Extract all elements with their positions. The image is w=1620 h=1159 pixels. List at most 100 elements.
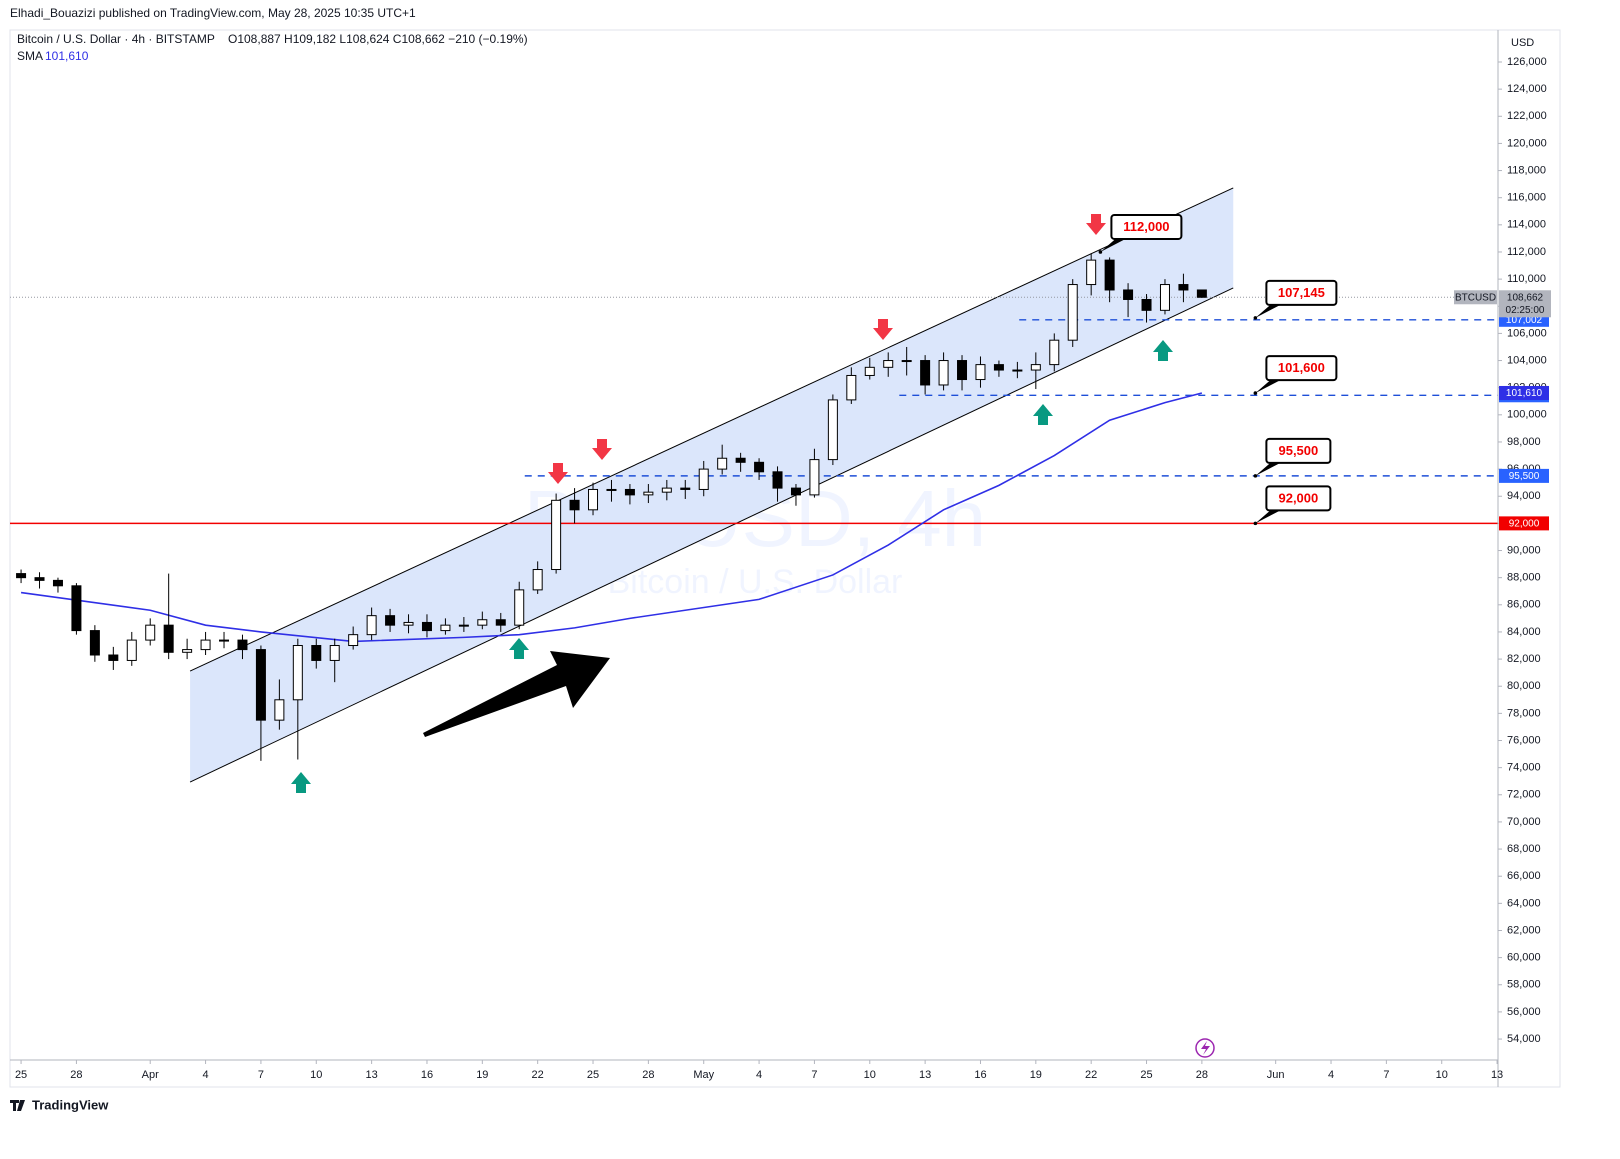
x-tick-label: 4 xyxy=(203,1069,209,1081)
candle-body xyxy=(901,360,912,363)
y-tick-label: 100,000 xyxy=(1507,409,1547,421)
x-tick-label: 13 xyxy=(919,1069,931,1081)
x-tick-label: 22 xyxy=(532,1069,544,1081)
x-tick-label: 7 xyxy=(1383,1069,1389,1081)
callout-pointer xyxy=(1255,304,1281,318)
y-tick-label: 86,000 xyxy=(1507,599,1541,611)
candle-body xyxy=(385,615,396,626)
callout-anchor xyxy=(1098,250,1103,254)
x-tick-label: 7 xyxy=(258,1069,264,1081)
candle-body xyxy=(458,624,469,627)
price-tag xyxy=(1499,290,1551,318)
candle-body xyxy=(1067,284,1078,341)
symbol-tag xyxy=(1454,290,1497,305)
price-tag-label: 101,610 xyxy=(1506,388,1543,399)
price-tag xyxy=(1499,385,1549,400)
callout-anchor xyxy=(1253,391,1258,395)
y-tick-label: 68,000 xyxy=(1507,843,1541,855)
brand: TradingView xyxy=(32,1097,109,1112)
watermark-subtitle: Bitcoin / U.S. Dollar xyxy=(608,563,903,601)
candle-body xyxy=(200,639,211,651)
candle-body xyxy=(182,649,193,653)
candle-body xyxy=(1049,339,1060,366)
candle-body xyxy=(680,487,691,490)
symbol-title: Bitcoin / U.S. Dollar · 4h · BITSTAMP xyxy=(17,32,215,46)
x-tick-label: 19 xyxy=(1030,1069,1042,1081)
y-tick-label: 126,000 xyxy=(1507,56,1547,68)
candle-body xyxy=(661,487,672,493)
candle-body xyxy=(1104,259,1115,291)
up-arrow xyxy=(509,638,529,659)
x-tick-label: 16 xyxy=(421,1069,433,1081)
candle-body xyxy=(108,654,119,661)
candle-body xyxy=(938,360,949,386)
y-tick-label: 90,000 xyxy=(1507,544,1541,556)
candle-body xyxy=(606,488,617,491)
y-tick-label: 120,000 xyxy=(1507,137,1547,149)
x-tick-label: 22 xyxy=(1085,1069,1097,1081)
callout-pointer xyxy=(1255,380,1281,394)
candle-body xyxy=(1196,289,1207,298)
y-tick-label: 88,000 xyxy=(1507,572,1541,584)
candle-body xyxy=(366,615,377,636)
up-arrow xyxy=(291,772,311,793)
price-tag-label: 92,000 xyxy=(1509,519,1540,530)
x-tick-label: 10 xyxy=(1436,1069,1448,1081)
callout-anchor xyxy=(1253,316,1258,320)
candle-body xyxy=(532,569,543,591)
y-tick-label: 76,000 xyxy=(1507,734,1541,746)
y-tick-label: 58,000 xyxy=(1507,979,1541,991)
candle-body xyxy=(1012,369,1023,372)
candle-body xyxy=(754,461,765,473)
price-tag-label: 95,500 xyxy=(1509,471,1540,482)
y-tick-label: 112,000 xyxy=(1507,246,1546,258)
price-tag xyxy=(1499,516,1549,531)
candle-body xyxy=(1141,298,1152,311)
candle-body xyxy=(145,624,156,641)
callout-box xyxy=(1265,485,1332,512)
down-arrow xyxy=(592,439,612,460)
candle-body xyxy=(975,364,986,381)
sma-name: SMA xyxy=(17,49,43,63)
callout-box xyxy=(1110,213,1183,240)
sma-value: 101,610 xyxy=(45,49,89,63)
candle-body xyxy=(403,621,414,626)
price-tag xyxy=(1499,468,1549,483)
callout-pointer xyxy=(1255,462,1281,476)
y-tick-label: 54,000 xyxy=(1507,1033,1541,1045)
x-tick-label: 28 xyxy=(642,1069,654,1081)
candle-body xyxy=(1086,259,1097,286)
candle-body xyxy=(920,360,931,386)
callout-label: 95,500 xyxy=(1278,443,1318,458)
currency: USD xyxy=(1511,37,1534,49)
y-tick-label: 106,000 xyxy=(1507,327,1547,339)
x-tick-label: 13 xyxy=(365,1069,377,1081)
price-tag-label: 107,002 xyxy=(1506,315,1543,326)
candle-body xyxy=(52,579,63,587)
callout-label: 112,000 xyxy=(1123,219,1169,234)
x-tick-label: 7 xyxy=(811,1069,817,1081)
countdown: 02:25:00 xyxy=(1506,305,1545,316)
candle-body xyxy=(126,639,137,661)
icon xyxy=(1195,1038,1215,1058)
y-tick-label: 72,000 xyxy=(1507,789,1541,801)
y-tick-label: 62,000 xyxy=(1507,924,1541,936)
sma-line xyxy=(20,392,1203,643)
candle-body xyxy=(809,459,820,496)
candle-body xyxy=(643,491,654,496)
y-tick-label: 114,000 xyxy=(1507,219,1546,231)
callout-label: 92,000 xyxy=(1278,490,1318,505)
y-tick-label: 82,000 xyxy=(1507,653,1541,665)
y-tick-label: 78,000 xyxy=(1507,707,1541,719)
candle-body xyxy=(495,619,506,626)
callout-label: 101,600 xyxy=(1278,360,1325,375)
candle-body xyxy=(348,634,359,647)
candle-body xyxy=(237,639,248,651)
channel-line xyxy=(189,187,1234,672)
candle-body xyxy=(440,624,451,632)
candle-body xyxy=(1178,284,1189,291)
y-tick-label: 94,000 xyxy=(1507,490,1541,502)
callout-anchor xyxy=(1253,521,1258,526)
channel-fill xyxy=(190,187,1234,783)
